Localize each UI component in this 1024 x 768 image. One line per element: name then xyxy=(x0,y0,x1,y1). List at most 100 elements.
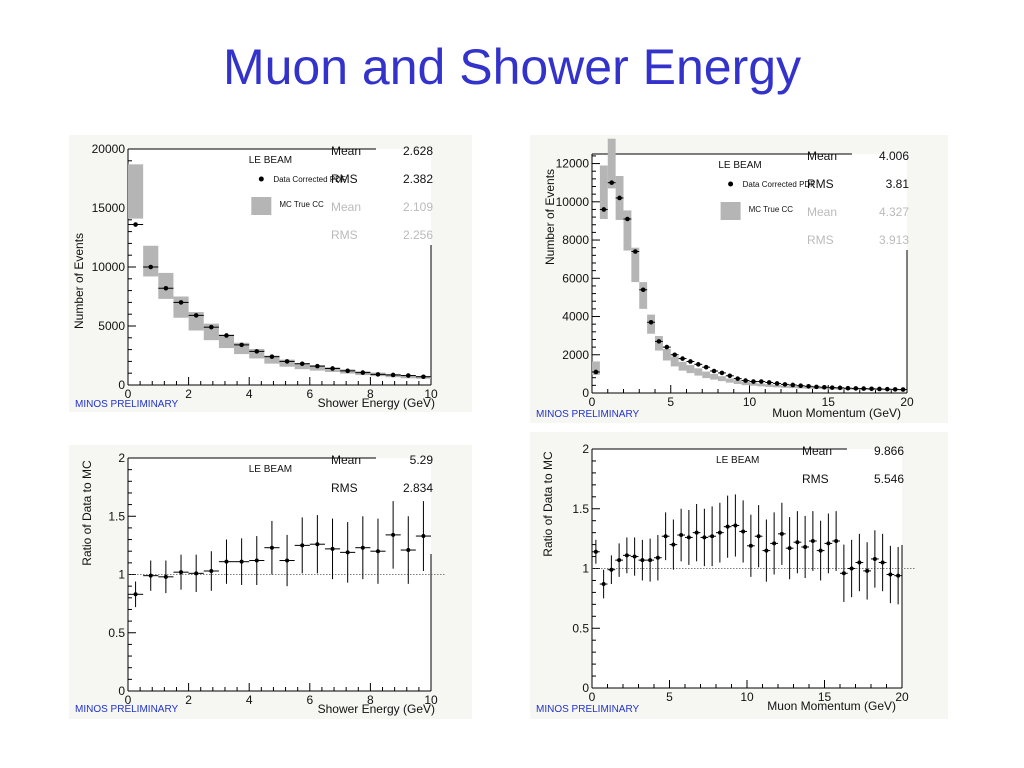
data-point xyxy=(869,386,874,392)
y-tick-label: 0.5 xyxy=(572,621,589,635)
plot-area xyxy=(128,149,431,385)
ratio-point xyxy=(391,532,396,537)
data-point xyxy=(315,363,320,369)
mc-band-bin xyxy=(592,361,600,375)
stats-label: Mean xyxy=(807,149,837,163)
chart-shower-ratio-svg: 0 2 4 6 8 10 0 0.5 1 1.5 2 Ratio of Data to MC Showe… xyxy=(80,451,445,716)
ratio-point xyxy=(269,545,274,550)
ratio-point xyxy=(787,546,792,551)
ratio-point xyxy=(254,558,259,563)
ratio-point xyxy=(772,541,777,546)
ratio-point xyxy=(725,524,730,529)
data-point xyxy=(814,384,819,390)
data-point xyxy=(405,373,411,378)
stats-value: 3.81 xyxy=(886,177,910,191)
x-tick-label: 6 xyxy=(306,693,313,707)
data-point xyxy=(239,342,244,348)
ratio-point xyxy=(345,550,350,555)
stats-value: 5.546 xyxy=(874,472,904,486)
ratio-point xyxy=(803,544,808,549)
ratio-point xyxy=(694,530,699,535)
data-point xyxy=(224,333,229,338)
ratio-point xyxy=(896,573,901,578)
y-tick-label: 2 xyxy=(118,451,125,465)
y-tick-label: 5000 xyxy=(98,319,125,333)
mc-band-bin xyxy=(607,138,616,189)
mc-band-bin xyxy=(158,272,174,299)
ratio-point xyxy=(285,558,290,563)
x-axis-label: Shower Energy (GeV) xyxy=(318,396,435,410)
x-tick-label: 8 xyxy=(367,693,374,707)
ratio-point xyxy=(733,523,738,528)
y-tick-label: 8000 xyxy=(562,233,589,247)
stats-label: RMS xyxy=(802,472,829,486)
data-point xyxy=(330,366,335,371)
ratio-point xyxy=(872,556,877,561)
plot-area xyxy=(592,154,907,393)
ratio-point xyxy=(624,553,629,558)
data-point xyxy=(193,313,199,318)
mc-band-bin xyxy=(718,376,726,382)
x-tick-label: 15 xyxy=(822,395,836,409)
mc-band-bin xyxy=(694,368,703,376)
ratio-point xyxy=(239,559,244,564)
stats-label: RMS xyxy=(807,177,834,191)
x-tick-label: 4 xyxy=(246,693,253,707)
mc-band-bin xyxy=(294,363,310,370)
data-point xyxy=(633,249,638,254)
data-point xyxy=(861,386,866,391)
mc-band-bin xyxy=(741,381,750,386)
x-tick-label: 4 xyxy=(246,387,253,401)
data-point xyxy=(680,356,685,361)
data-point xyxy=(829,385,835,390)
legend-mc-marker xyxy=(251,197,272,215)
data-point xyxy=(390,372,396,378)
slide-title: Muon and Shower Energy xyxy=(222,39,802,95)
stats-label: RMS xyxy=(807,233,834,247)
x-tick-label: 20 xyxy=(895,690,909,704)
data-point xyxy=(664,344,670,350)
data-point xyxy=(178,300,184,305)
mc-band-bin xyxy=(188,312,204,331)
ratio-point xyxy=(148,573,153,578)
stats-value: 2.109 xyxy=(403,200,433,214)
chart-panel-muon-momentum: 0 5 10 15 20 0 2000 4000 6000 8000 10000 12000 Numbe… xyxy=(530,135,948,423)
x-tick-label: 15 xyxy=(818,690,832,704)
ratio-point xyxy=(593,549,598,554)
x-tick-label: 6 xyxy=(306,387,313,401)
ratio-point xyxy=(640,558,645,563)
data-point xyxy=(617,195,622,201)
y-tick-label: 0 xyxy=(118,684,125,698)
ratio-point xyxy=(679,533,684,538)
x-tick-label: 5 xyxy=(667,395,674,409)
mc-band-bin xyxy=(733,380,742,385)
stats-label: Mean xyxy=(331,453,361,467)
mc-band-bin xyxy=(710,373,718,380)
data-point xyxy=(822,384,827,390)
ratio-point xyxy=(710,534,715,539)
mc-band-bin xyxy=(725,378,734,383)
data-point xyxy=(593,369,599,375)
chart-panel-shower-ratio: 0 2 4 6 8 10 0 0.5 1 1.5 2 Ratio of Data to MC Showe… xyxy=(69,445,472,719)
minos-preliminary-label: MINOS PRELIMINARY xyxy=(75,399,179,410)
data-point xyxy=(269,354,275,359)
mc-band-bin xyxy=(234,342,250,355)
ratio-point xyxy=(655,555,660,560)
chart-shower-energy-svg: 0 2 4 6 8 10 0 5000 10000 15000 20000 Number of Eve… xyxy=(72,142,438,410)
y-tick-label: 1 xyxy=(118,568,125,582)
ratio-point xyxy=(717,530,722,535)
data-point xyxy=(209,324,214,330)
data-point xyxy=(163,285,169,291)
x-tick-label: 10 xyxy=(743,395,757,409)
ratio-point xyxy=(834,539,839,544)
chart-muon-momentum-svg: 0 5 10 15 20 0 2000 4000 6000 8000 10000 12000Numbe… xyxy=(543,138,914,420)
ratio-point xyxy=(686,535,691,540)
data-point xyxy=(609,180,614,185)
ratio-point xyxy=(779,531,784,536)
mc-band-bin xyxy=(662,349,671,361)
ratio-point xyxy=(632,554,637,559)
stats-value: 3.913 xyxy=(879,233,909,247)
mc-band-bin xyxy=(702,371,711,379)
y-tick-label: 1 xyxy=(582,562,589,576)
data-point xyxy=(892,387,898,392)
